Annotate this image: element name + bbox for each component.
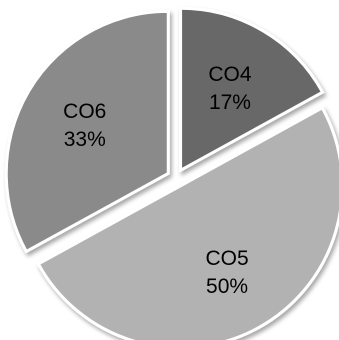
slice-percent-co4: 17% [209,91,251,114]
pie-slice-co6 [4,9,170,254]
slice-percent-co5: 50% [206,275,248,298]
pie-slice-co5 [36,105,339,340]
pie-slice-co4 [179,6,325,173]
slice-percent-co6: 33% [64,128,106,151]
slice-label-co4: CO4 [208,63,252,86]
slice-label-co5: CO5 [205,247,248,270]
slice-label-co6: CO6 [63,100,106,123]
